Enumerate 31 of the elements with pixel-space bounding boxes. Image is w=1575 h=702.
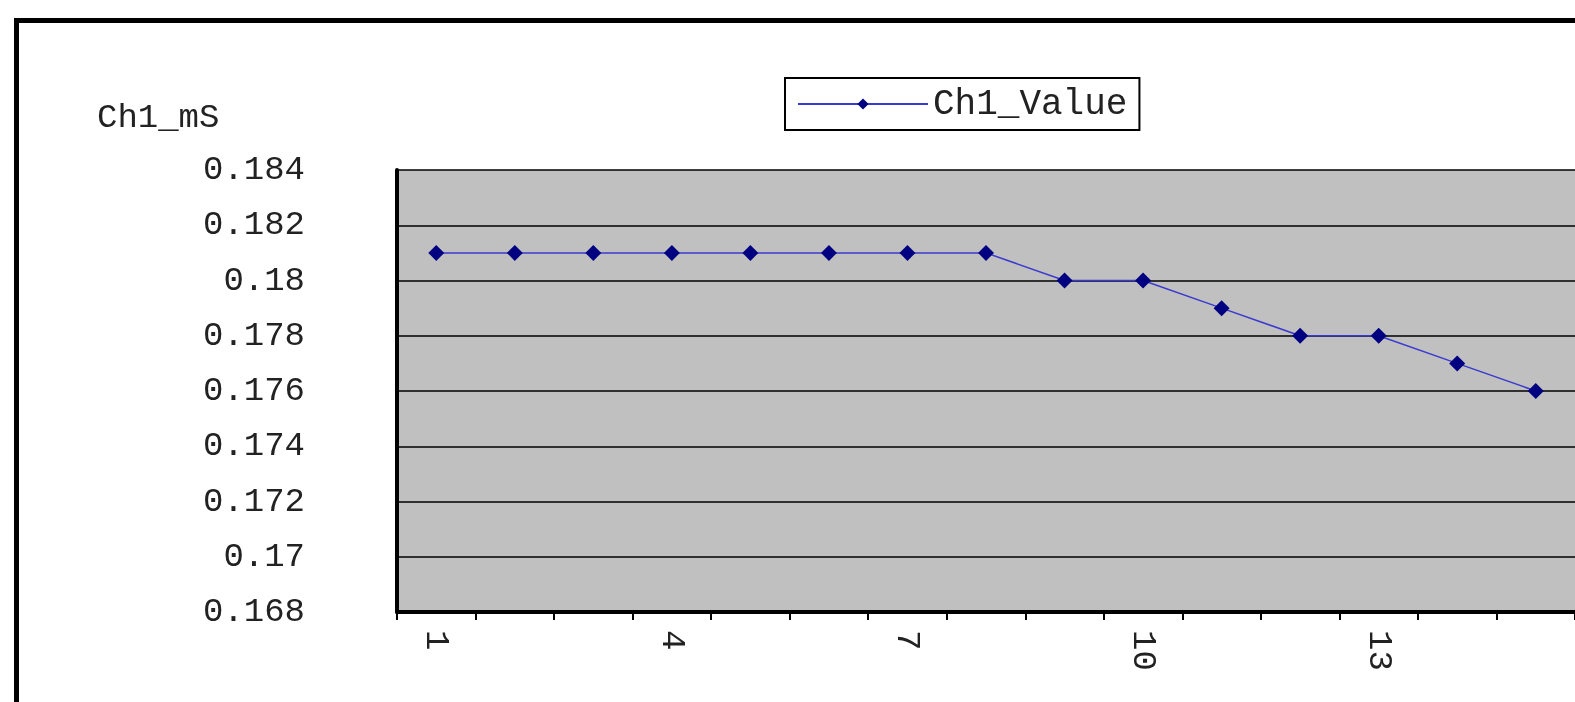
point (506, 244, 523, 261)
y-tick-label: 0.17 (223, 537, 305, 576)
point (428, 244, 445, 261)
point (1527, 383, 1544, 399)
y-tick-label: 0.178 (202, 316, 305, 355)
y-axis-title: Ch1_mS (97, 99, 220, 137)
point (1292, 327, 1309, 344)
point (742, 244, 759, 261)
point (1056, 272, 1073, 289)
point (663, 244, 680, 261)
x-tick-label: 1 (417, 630, 456, 651)
x-tick-label: 10 (1124, 630, 1163, 671)
point (899, 244, 916, 261)
y-tick-label: 0.176 (202, 372, 305, 410)
point (1135, 272, 1152, 289)
point (820, 244, 837, 261)
point (1449, 355, 1466, 372)
y-tick-label: 0.18 (223, 261, 305, 300)
legend-label: Ch1_Value (933, 83, 1128, 125)
point (1370, 327, 1387, 344)
y-tick-label: 0.174 (202, 427, 305, 466)
point (1213, 300, 1230, 317)
x-tick-label: 13 (1359, 630, 1398, 671)
x-tick-label: 7 (888, 630, 927, 651)
x-tick-label: 4 (652, 630, 691, 651)
y-tick-label: 0.168 (202, 593, 305, 631)
y-tick-label: 0.172 (202, 482, 305, 521)
y-tick-label: 0.184 (202, 151, 305, 189)
point (585, 244, 602, 261)
point (978, 244, 994, 261)
y-tick-label: 0.182 (202, 206, 305, 245)
